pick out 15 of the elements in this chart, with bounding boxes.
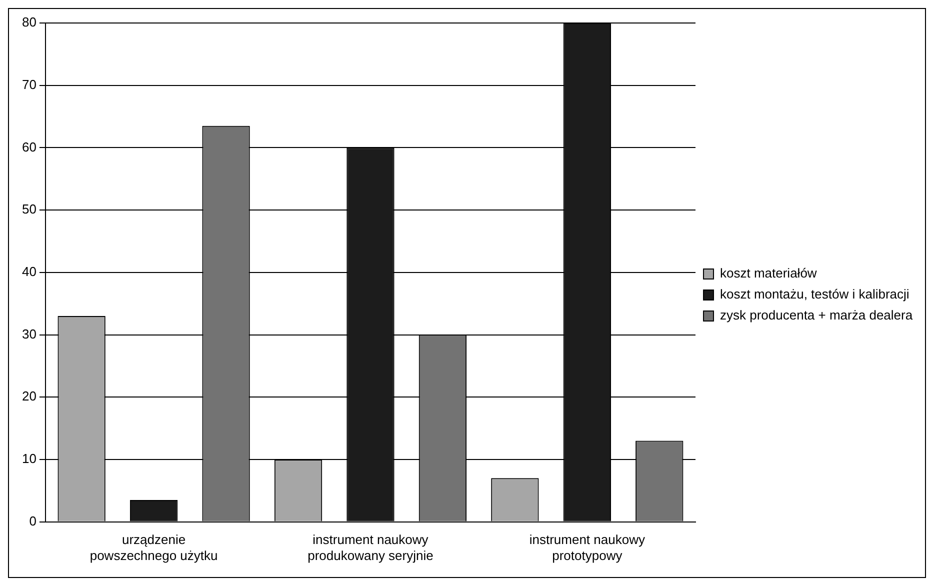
- y-tick-label: 10: [22, 451, 36, 466]
- y-tick-label: 70: [22, 76, 36, 92]
- legend-label: koszt montażu, testów i kalibracji: [720, 286, 910, 302]
- x-tick-label: instrument naukowy produkowany seryjnie: [308, 532, 434, 563]
- y-tick-label: 30: [22, 326, 36, 342]
- y-tick-label: 50: [22, 202, 36, 217]
- y-tick-label: 0: [29, 513, 36, 528]
- y-tick-label: 80: [22, 14, 36, 30]
- y-tick-label: 40: [22, 264, 36, 279]
- x-tick-label: instrument naukowy prototypowy: [529, 532, 646, 563]
- legend-label: koszt materiałów: [720, 266, 818, 281]
- x-tick-label: urządzenie powszechnego użytku: [90, 532, 218, 563]
- legend-label: zysk producenta + marża dealera: [720, 308, 914, 323]
- y-tick-label: 20: [22, 388, 36, 404]
- y-tick-label: 60: [22, 139, 36, 154]
